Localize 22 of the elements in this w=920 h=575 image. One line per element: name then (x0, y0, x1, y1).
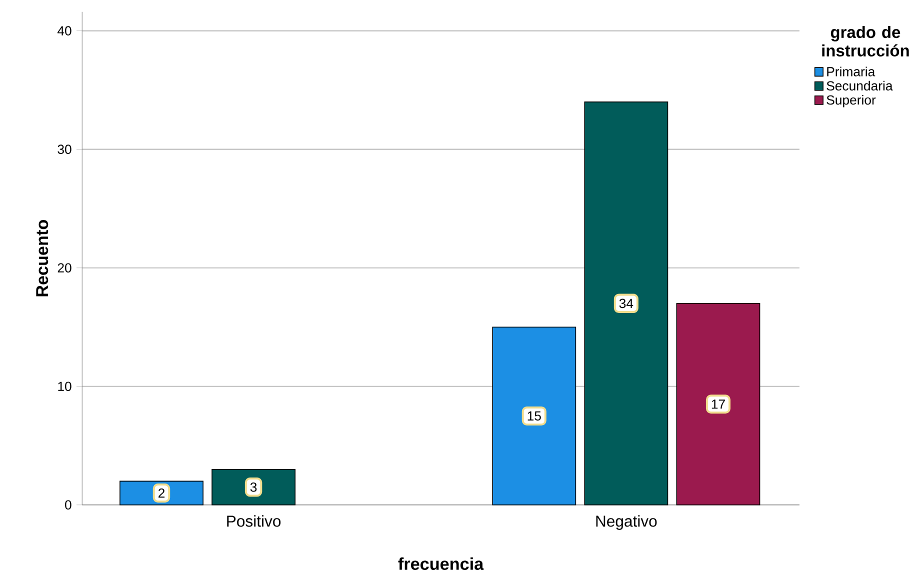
data-label: 3 (250, 482, 257, 492)
legend-label: Primaria (827, 66, 876, 76)
data-label: 34 (619, 298, 634, 308)
y-axis-title: Recuento (36, 220, 48, 296)
x-tick-label: Negativo (596, 515, 657, 530)
x-tick-label: Positivo (227, 515, 281, 527)
bar (676, 303, 760, 506)
bar (212, 468, 296, 506)
legend-label: Secundaria (826, 80, 893, 90)
legend-title: grado de instrucción (822, 26, 909, 56)
legend-label: Superior (826, 94, 876, 108)
x-axis-title: frecuencia (398, 557, 484, 570)
y-tick-label: 10 (58, 382, 72, 392)
y-tick-label: 40 (58, 26, 72, 36)
data-label: 2 (158, 488, 165, 498)
y-tick-label: 0 (65, 500, 72, 510)
bar (584, 102, 668, 506)
y-tick-label: 30 (58, 144, 72, 154)
y-tick-label: 20 (58, 263, 72, 272)
data-label: 15 (528, 411, 541, 421)
data-label: 17 (712, 400, 725, 409)
bar (492, 326, 576, 506)
